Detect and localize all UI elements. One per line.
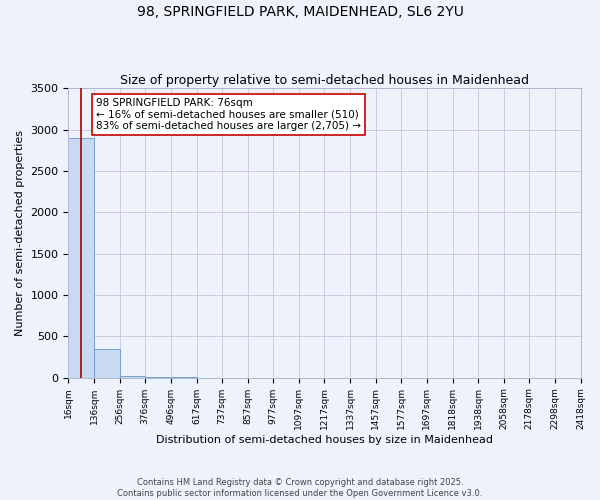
Text: 98 SPRINGFIELD PARK: 76sqm
← 16% of semi-detached houses are smaller (510)
83% o: 98 SPRINGFIELD PARK: 76sqm ← 16% of semi… bbox=[96, 98, 361, 132]
Bar bbox=[68, 138, 94, 378]
Bar bbox=[119, 376, 145, 378]
Y-axis label: Number of semi-detached properties: Number of semi-detached properties bbox=[15, 130, 25, 336]
Title: Size of property relative to semi-detached houses in Maidenhead: Size of property relative to semi-detach… bbox=[120, 74, 529, 87]
Text: 98, SPRINGFIELD PARK, MAIDENHEAD, SL6 2YU: 98, SPRINGFIELD PARK, MAIDENHEAD, SL6 2Y… bbox=[137, 5, 463, 19]
Bar bbox=[94, 350, 119, 378]
Text: Contains HM Land Registry data © Crown copyright and database right 2025.
Contai: Contains HM Land Registry data © Crown c… bbox=[118, 478, 482, 498]
X-axis label: Distribution of semi-detached houses by size in Maidenhead: Distribution of semi-detached houses by … bbox=[156, 435, 493, 445]
